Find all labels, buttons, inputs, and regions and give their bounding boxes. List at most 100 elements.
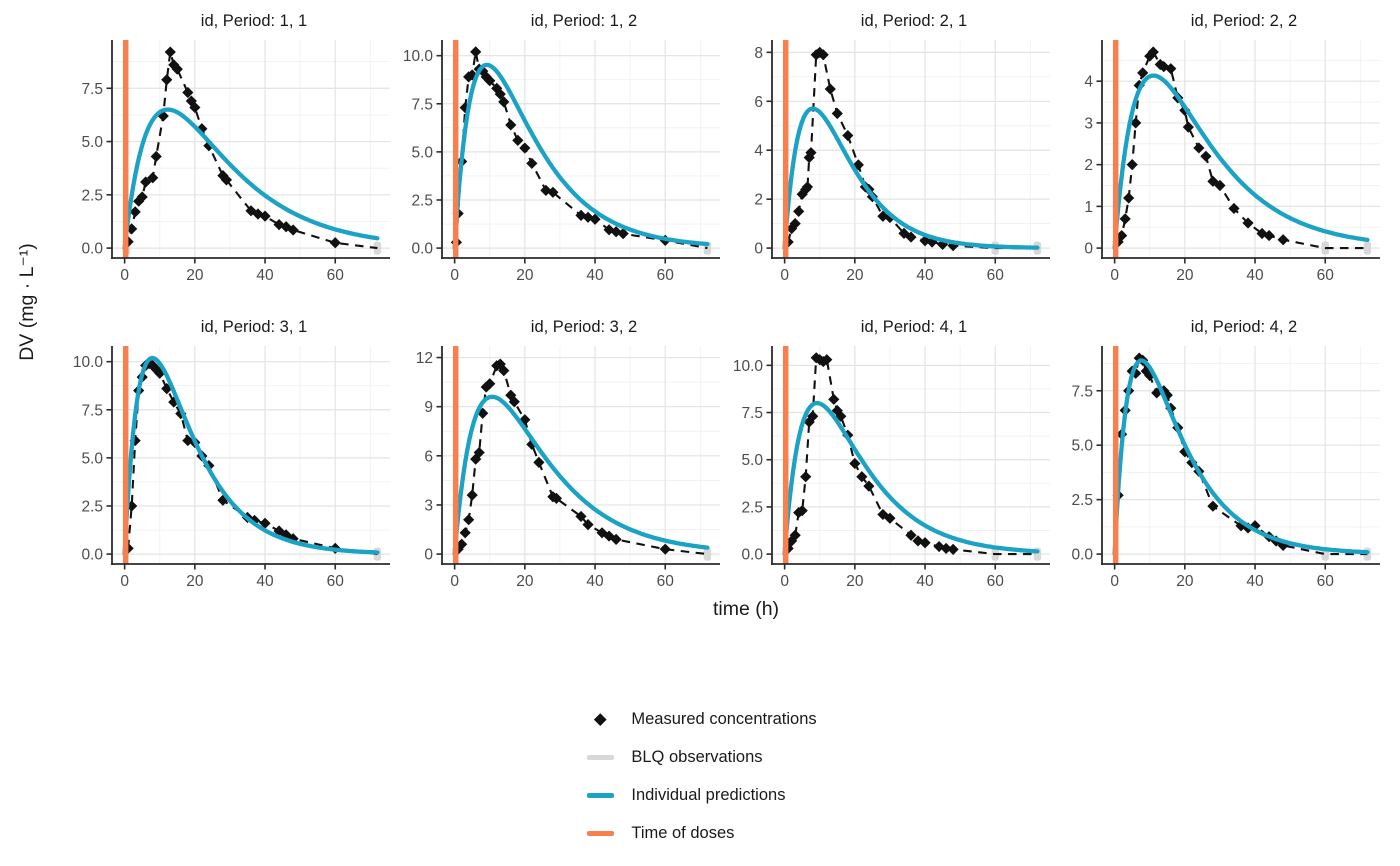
svg-text:5.0: 5.0 (411, 144, 433, 161)
svg-text:10.0: 10.0 (733, 358, 764, 375)
svg-text:20: 20 (1176, 267, 1194, 284)
svg-text:2: 2 (1084, 157, 1093, 174)
svg-text:12: 12 (416, 350, 433, 367)
facet-strip-title: id, Period: 3, 2 (530, 318, 638, 336)
svg-text:20: 20 (516, 573, 534, 590)
svg-text:10.0: 10.0 (403, 48, 434, 65)
svg-text:20: 20 (846, 573, 864, 590)
facet-strip-title: id, Period: 2, 2 (1190, 12, 1298, 30)
legend-label: Time of doses (631, 823, 735, 842)
legend-item-predictions: Individual predictions (583, 776, 816, 814)
svg-text:60: 60 (987, 573, 1005, 590)
svg-text:0: 0 (450, 573, 459, 590)
facet-strip-title: id, Period: 1, 1 (200, 12, 308, 30)
legend: Measured concentrations BLQ observations… (0, 700, 1400, 852)
svg-text:5.0: 5.0 (81, 450, 103, 467)
svg-text:7.5: 7.5 (411, 96, 433, 113)
svg-text:20: 20 (516, 267, 534, 284)
facet-strip-title: id, Period: 3, 1 (200, 318, 308, 336)
facet-plot: 0 20 40 60 0.0 2.5 5.0 7.5 (66, 36, 396, 290)
prediction-line-icon (586, 792, 614, 798)
blq-line-icon (586, 754, 614, 760)
facet-id4-period2: id, Period: 4, 2 0 20 40 60 0.0 2.5 5.0 7.5 (1056, 314, 1386, 596)
svg-text:60: 60 (987, 267, 1005, 284)
svg-text:4: 4 (1084, 74, 1093, 91)
svg-text:2: 2 (754, 192, 763, 209)
svg-text:40: 40 (586, 573, 604, 590)
facet-plot: 0 20 40 60 0.0 2.5 5.0 7.5 10.0 (396, 36, 726, 290)
legend-item-blq: BLQ observations (583, 738, 816, 776)
dose-line-icon (586, 830, 614, 836)
svg-text:60: 60 (327, 573, 345, 590)
svg-text:60: 60 (327, 267, 345, 284)
legend-items: Measured concentrations BLQ observations… (583, 700, 817, 852)
legend-key (583, 754, 617, 760)
svg-text:2.5: 2.5 (81, 498, 103, 515)
legend-item-doses: Time of doses (583, 814, 816, 852)
legend-key (583, 712, 617, 726)
svg-text:60: 60 (1317, 267, 1335, 284)
x-axis-title: time (h) (712, 598, 780, 620)
svg-text:2.5: 2.5 (1071, 492, 1093, 509)
svg-text:6: 6 (424, 448, 433, 465)
facet-plot: 0 20 40 60 0.0 2.5 5.0 7.5 (1056, 342, 1386, 596)
svg-text:2.5: 2.5 (81, 187, 103, 204)
facet-chart-svg: 0 20 40 60 0.0 2.5 5.0 7.5 (1071, 346, 1380, 590)
svg-text:0: 0 (450, 267, 459, 284)
svg-text:20: 20 (1176, 573, 1194, 590)
facet-chart-svg: 0 20 40 60 0 2 4 6 8 (754, 40, 1050, 284)
svg-text:0: 0 (120, 573, 129, 590)
svg-text:7.5: 7.5 (1071, 383, 1093, 400)
svg-text:0.0: 0.0 (1071, 547, 1093, 564)
legend-key (583, 792, 617, 798)
svg-text:3: 3 (1084, 115, 1093, 132)
facet-chart-svg: 0 20 40 60 0.0 2.5 5.0 7.5 (81, 40, 390, 284)
facet-strip-title: id, Period: 1, 2 (530, 12, 638, 30)
svg-text:40: 40 (1246, 573, 1264, 590)
facet-id4-period1: id, Period: 4, 1 0 20 40 60 0.0 2.5 5.0 7.5 10.0 (726, 314, 1056, 596)
diamond-marker-icon (594, 712, 607, 726)
facet-chart-svg: 0 20 40 60 0 1 2 3 4 (1084, 40, 1380, 284)
facet-grid: id, Period: 1, 1 0 20 40 60 0.0 2.5 5.0 7.5 id,… (66, 8, 1386, 596)
legend-label: Measured concentrations (631, 709, 817, 728)
svg-text:7.5: 7.5 (741, 405, 763, 422)
svg-text:5.0: 5.0 (81, 134, 103, 151)
svg-text:1: 1 (1084, 199, 1093, 216)
svg-text:7.5: 7.5 (81, 81, 103, 98)
facet-chart-svg: 0 20 40 60 0.0 2.5 5.0 7.5 10.0 (733, 346, 1050, 590)
svg-text:40: 40 (916, 267, 934, 284)
svg-text:0: 0 (780, 267, 789, 284)
facet-chart-svg: 0 20 40 60 0.0 2.5 5.0 7.5 10.0 (73, 346, 390, 590)
facet-strip-title: id, Period: 2, 1 (860, 12, 968, 30)
facet-chart-svg: 0 20 40 60 0.0 2.5 5.0 7.5 10.0 (403, 40, 720, 284)
svg-text:3: 3 (424, 497, 433, 514)
svg-text:5.0: 5.0 (1071, 438, 1093, 455)
svg-text:40: 40 (916, 573, 934, 590)
facet-plot: 0 20 40 60 0.0 2.5 5.0 7.5 10.0 (726, 342, 1056, 596)
svg-text:40: 40 (256, 573, 274, 590)
legend-key (583, 830, 617, 836)
svg-text:0: 0 (424, 547, 433, 564)
svg-text:4: 4 (754, 143, 763, 160)
facet-plot: 0 20 40 60 0.0 2.5 5.0 7.5 10.0 (66, 342, 396, 596)
svg-text:0: 0 (780, 573, 789, 590)
svg-text:2.5: 2.5 (411, 192, 433, 209)
svg-text:8: 8 (754, 45, 763, 62)
legend-label: Individual predictions (631, 785, 786, 804)
legend-item-measured: Measured concentrations (583, 700, 817, 738)
svg-text:0.0: 0.0 (741, 547, 763, 564)
svg-text:60: 60 (1317, 573, 1335, 590)
facet-strip-title: id, Period: 4, 2 (1190, 318, 1298, 336)
svg-text:5.0: 5.0 (741, 452, 763, 469)
svg-text:0: 0 (754, 241, 763, 258)
svg-text:0: 0 (1110, 267, 1119, 284)
facet-id1-period1: id, Period: 1, 1 0 20 40 60 0.0 2.5 5.0 7.5 (66, 8, 396, 290)
svg-text:20: 20 (846, 267, 864, 284)
svg-text:20: 20 (186, 267, 204, 284)
y-axis-title: DV (mg · L⁻¹) (16, 243, 38, 361)
svg-text:0.0: 0.0 (81, 241, 103, 258)
svg-text:20: 20 (186, 573, 204, 590)
svg-text:9: 9 (424, 399, 433, 416)
facet-id2-period1: id, Period: 2, 1 0 20 40 60 0 2 4 6 8 (726, 8, 1056, 290)
